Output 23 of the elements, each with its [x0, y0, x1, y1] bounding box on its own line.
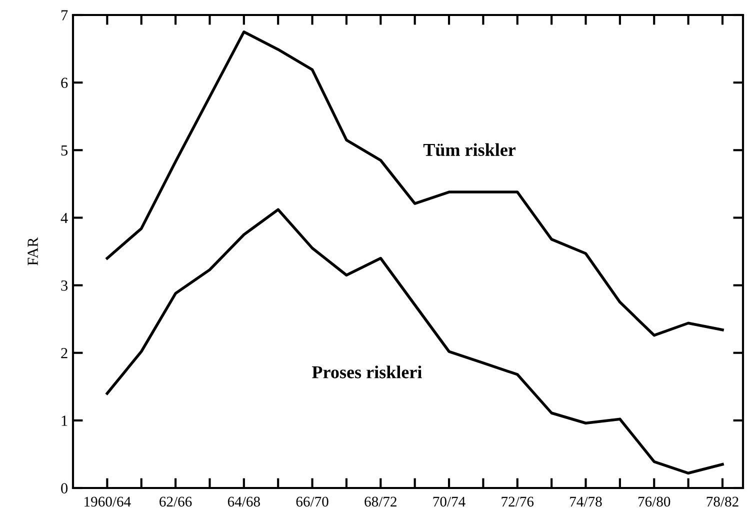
y-tick-label: 5 [61, 145, 68, 156]
line-series [106, 208, 724, 475]
x-tick-label: 66/70 [296, 496, 328, 507]
x-tick-label: 68/72 [364, 496, 396, 507]
y-tick-label: 3 [61, 280, 68, 291]
x-tick-label: 74/78 [570, 496, 602, 507]
y-tick-label: 1 [62, 416, 68, 426]
x-tick-label: 62/66 [160, 496, 192, 507]
series-label: Tüm riskler [423, 143, 516, 156]
y-tick-label: 0 [61, 483, 68, 494]
x-tick-label: 76/80 [638, 496, 670, 507]
series-label: Proses riskleri [312, 366, 422, 378]
y-tick-label: 7 [62, 10, 68, 20]
y-tick-label: 2 [61, 348, 68, 358]
x-tick-label: 70/74 [433, 496, 466, 507]
x-tick-label: 64/68 [228, 496, 260, 507]
y-axis-title: FAR [28, 237, 38, 266]
y-tick-label: 4 [60, 212, 68, 224]
y-tick-label: 6 [61, 78, 68, 88]
x-tick-label: 1960/64 [84, 496, 131, 507]
line-series [106, 30, 724, 337]
x-tick-label: 78/82 [706, 496, 738, 507]
x-tick-label: 72/76 [502, 496, 534, 507]
